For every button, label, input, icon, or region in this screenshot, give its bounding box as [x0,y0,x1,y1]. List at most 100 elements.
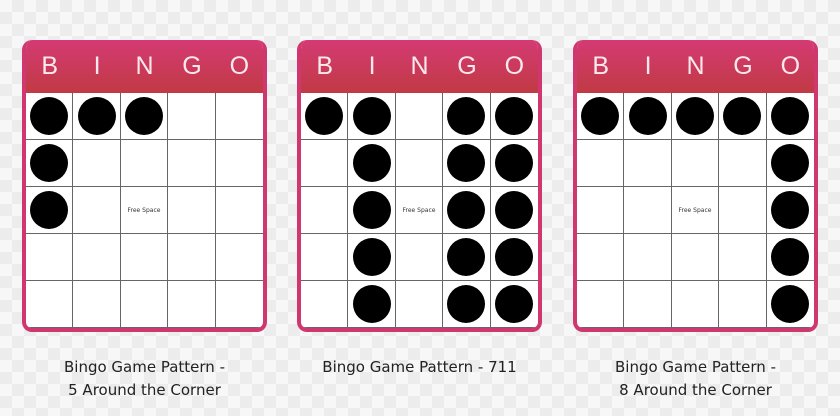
marked-dot [771,238,810,276]
pattern-title: Bingo Game Pattern - 8 Around the Corner [573,356,818,402]
grid-cell [73,281,121,328]
marked-dot [352,191,391,229]
marked-dot [30,97,69,135]
grid-cell [443,140,491,187]
grid-cell [26,281,74,328]
grid-cell [168,187,216,234]
marked-dot [495,144,534,182]
marked-dot [352,285,391,323]
header-letter: O [504,52,525,80]
marked-dot [124,97,163,135]
grid-cell [395,140,444,187]
grid-cell [577,187,625,234]
grid-cell [719,187,767,234]
grid-cell [490,140,538,187]
header-letter: O [229,52,250,80]
grid-cell [301,281,349,328]
grid-cell [168,281,216,328]
marked-dot [447,285,486,323]
marked-dot [495,238,534,276]
marked-dot [675,97,714,135]
marked-dot [771,97,810,135]
grid-cell [671,93,720,140]
header-letter: B [592,52,610,80]
bingo-card: B I N G O Free Space [573,40,818,332]
grid-cell [348,281,396,328]
marked-dot [77,97,116,135]
pattern-title-line: 8 Around the Corner [619,381,772,399]
marked-dot [352,238,391,276]
marked-dot [447,191,486,229]
grid-cell [490,281,538,328]
grid-cell [348,140,396,187]
marked-dot [771,144,810,182]
pattern-title: Bingo Game Pattern - 5 Around the Corner [22,356,267,402]
grid-cell [215,187,263,234]
pattern-title-line: 5 Around the Corner [68,381,221,399]
bingo-grid: Free Space [577,93,814,328]
grid-cell: Free Space [671,187,720,234]
grid-cell [215,140,263,187]
marked-dot [495,191,534,229]
grid-cell [671,140,720,187]
header-letter: G [733,52,753,80]
marked-dot [30,144,69,182]
header-letter: N [410,52,429,80]
grid-cell [73,187,121,234]
marked-dot [447,238,486,276]
header-letter: I [368,52,376,80]
grid-cell [120,140,169,187]
marked-dot [495,97,534,135]
marked-dot [447,144,486,182]
grid-cell: Free Space [395,187,444,234]
grid-cell [120,281,169,328]
grid-cell [395,93,444,140]
grid-cell [443,234,491,281]
grid-cell [395,234,444,281]
marked-dot [495,285,534,323]
grid-cell [26,93,74,140]
marked-dot [305,97,344,135]
grid-cell [443,93,491,140]
grid-cell [624,234,672,281]
free-space-label: Free Space [402,206,436,214]
bingo-card: B I N G O Free Space [22,40,267,332]
grid-cell [348,234,396,281]
grid-cell [168,93,216,140]
grid-cell [577,281,625,328]
grid-cell [766,234,814,281]
marked-dot [30,191,69,229]
grid-cell [168,140,216,187]
grid-cell [168,234,216,281]
grid-cell [719,140,767,187]
grid-cell [301,93,349,140]
grid-cell [301,234,349,281]
grid-cell [719,234,767,281]
grid-cell [73,93,121,140]
marked-dot [352,144,391,182]
grid-cell [395,281,444,328]
grid-cell [120,234,169,281]
header-letter: I [93,52,101,80]
pattern-title-line: Bingo Game Pattern - [614,358,776,376]
free-space-label: Free Space [127,206,161,214]
grid-cell [26,140,74,187]
pattern-title: Bingo Game Pattern - 711 [297,356,542,379]
grid-cell [215,234,263,281]
grid-cell [624,93,672,140]
marked-dot [771,191,810,229]
header-letter: G [182,52,202,80]
free-space-label: Free Space [678,206,712,214]
grid-cell [490,187,538,234]
header-letter: B [41,52,59,80]
grid-cell [348,93,396,140]
pattern-title-line: Bingo Game Pattern - 711 [322,358,517,376]
grid-cell: Free Space [120,187,169,234]
marked-dot [771,285,810,323]
grid-cell [120,93,169,140]
header-letter: B [316,52,334,80]
marked-dot [581,97,620,135]
grid-cell [624,281,672,328]
